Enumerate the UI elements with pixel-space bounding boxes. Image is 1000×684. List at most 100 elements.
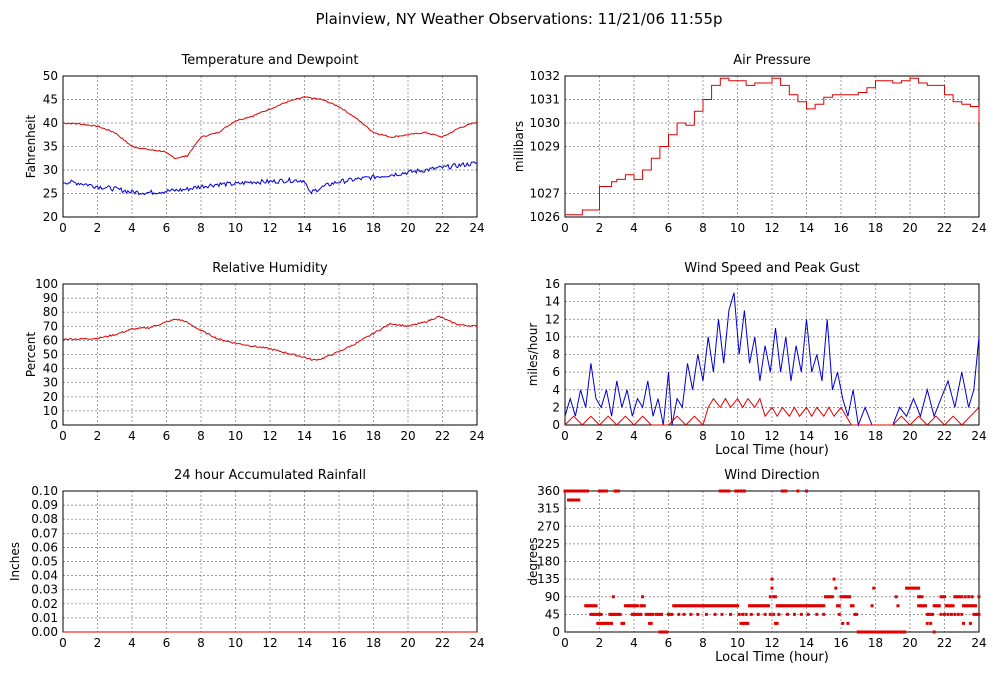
y-axis-label: Fahrenheit bbox=[24, 114, 38, 178]
x-tick-label: 22 bbox=[435, 221, 450, 235]
data-point bbox=[918, 604, 922, 608]
data-point bbox=[573, 498, 577, 502]
data-point bbox=[725, 604, 729, 608]
data-point bbox=[879, 630, 883, 634]
data-point bbox=[763, 604, 767, 608]
data-point bbox=[946, 604, 950, 608]
data-point bbox=[896, 630, 900, 634]
data-point bbox=[889, 630, 893, 634]
data-point bbox=[573, 489, 577, 493]
x-tick-label: 14 bbox=[799, 429, 814, 443]
y-tick-label: 45 bbox=[43, 93, 58, 107]
y-tick-label: 25 bbox=[43, 187, 58, 201]
data-point bbox=[839, 595, 843, 599]
data-point bbox=[570, 498, 574, 502]
data-point bbox=[620, 621, 624, 625]
data-point bbox=[799, 604, 803, 608]
data-point bbox=[606, 621, 610, 625]
x-tick-label: 6 bbox=[163, 636, 171, 650]
x-tick-label: 8 bbox=[197, 221, 205, 235]
data-point bbox=[563, 489, 567, 493]
data-point bbox=[777, 604, 781, 608]
x-tick-label: 14 bbox=[297, 221, 312, 235]
data-point bbox=[936, 604, 940, 608]
y-tick-label: 1031 bbox=[529, 93, 560, 107]
data-point bbox=[649, 612, 653, 616]
data-point bbox=[667, 612, 670, 616]
data-point bbox=[616, 612, 620, 616]
x-tick-label: 14 bbox=[799, 221, 814, 235]
data-point bbox=[892, 630, 896, 634]
data-point bbox=[944, 604, 948, 608]
data-point bbox=[970, 595, 974, 599]
data-point bbox=[718, 489, 722, 493]
data-point bbox=[939, 595, 943, 599]
data-point bbox=[946, 612, 950, 616]
data-point bbox=[596, 621, 600, 625]
data-point bbox=[696, 612, 700, 616]
data-point bbox=[822, 604, 826, 608]
data-point bbox=[929, 621, 933, 625]
data-point bbox=[930, 612, 934, 616]
x-tick-label: 24 bbox=[469, 429, 484, 443]
data-point bbox=[905, 586, 909, 590]
data-point bbox=[566, 489, 570, 493]
x-axis-label: Local Time (hour) bbox=[715, 443, 829, 458]
data-point bbox=[618, 612, 622, 616]
data-point bbox=[943, 595, 946, 599]
x-tick-label: 12 bbox=[764, 221, 779, 235]
data-point bbox=[685, 604, 689, 608]
data-point bbox=[775, 604, 779, 608]
x-tick-label: 6 bbox=[163, 221, 171, 235]
y-tick-label: 0.05 bbox=[31, 555, 58, 569]
y-tick-label: 40 bbox=[43, 116, 58, 130]
series-line-0 bbox=[63, 96, 478, 160]
data-point bbox=[967, 595, 971, 599]
y-axis-label: miles/hour bbox=[526, 323, 540, 387]
data-point bbox=[868, 630, 872, 634]
data-point bbox=[630, 604, 634, 608]
data-point bbox=[744, 621, 748, 625]
x-tick-label: 10 bbox=[730, 636, 745, 650]
y-tick-label: 0 bbox=[50, 418, 58, 432]
data-point bbox=[592, 604, 596, 608]
data-point bbox=[577, 498, 581, 502]
data-point bbox=[872, 630, 876, 634]
data-point bbox=[599, 489, 603, 493]
x-tick-label: 16 bbox=[331, 429, 346, 443]
y-tick-label: 4 bbox=[552, 383, 560, 397]
data-point bbox=[925, 621, 929, 625]
x-tick-label: 20 bbox=[400, 636, 415, 650]
data-point bbox=[874, 630, 877, 634]
data-point bbox=[777, 612, 781, 616]
x-tick-label: 16 bbox=[833, 221, 848, 235]
data-point bbox=[651, 612, 655, 616]
data-point bbox=[572, 489, 576, 493]
data-point bbox=[849, 604, 853, 608]
y-tick-label: 90 bbox=[545, 590, 560, 604]
x-tick-label: 0 bbox=[59, 429, 67, 443]
data-point bbox=[977, 595, 981, 599]
data-point bbox=[615, 612, 619, 616]
data-point bbox=[710, 604, 714, 608]
data-point bbox=[565, 489, 569, 493]
y-tick-label: 135 bbox=[537, 572, 560, 586]
y-tick-label: 1032 bbox=[529, 69, 560, 83]
x-tick-label: 12 bbox=[764, 429, 779, 443]
data-point bbox=[736, 604, 739, 608]
data-point bbox=[851, 604, 855, 608]
data-point bbox=[639, 612, 643, 616]
data-point bbox=[568, 489, 572, 493]
x-tick-label: 20 bbox=[400, 429, 415, 443]
data-point bbox=[815, 604, 819, 608]
x-tick-label: 4 bbox=[128, 636, 136, 650]
x-tick-label: 0 bbox=[59, 636, 67, 650]
data-point bbox=[599, 621, 603, 625]
data-point bbox=[799, 612, 803, 616]
y-tick-label: 10 bbox=[43, 404, 58, 418]
y-tick-label: 50 bbox=[43, 69, 58, 83]
x-tick-label: 18 bbox=[868, 221, 883, 235]
data-point bbox=[741, 489, 745, 493]
data-point bbox=[961, 621, 965, 625]
